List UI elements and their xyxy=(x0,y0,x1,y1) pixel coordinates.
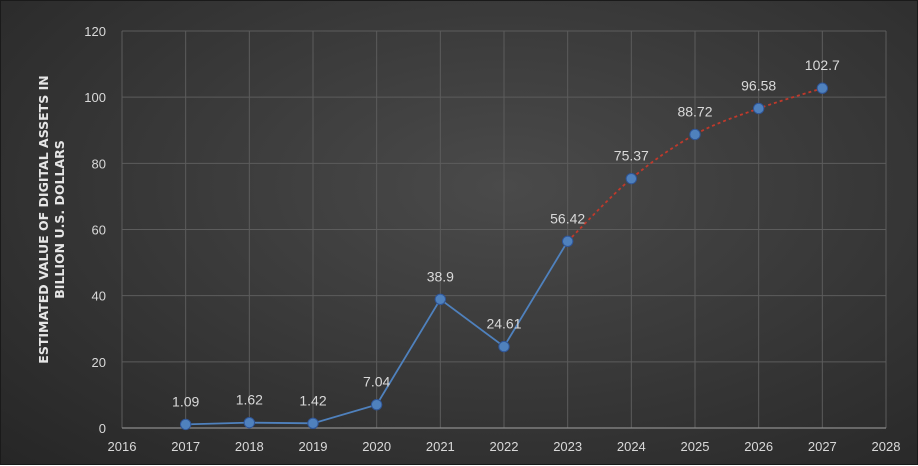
x-tick-label: 2027 xyxy=(808,439,837,454)
x-tick-label: 2028 xyxy=(872,439,901,454)
data-point-marker xyxy=(434,293,447,306)
data-label: 56.42 xyxy=(550,210,585,226)
data-label: 24.61 xyxy=(486,316,521,332)
data-label: 7.04 xyxy=(363,374,390,390)
y-tick-label: 100 xyxy=(84,90,106,105)
markers xyxy=(179,82,829,431)
data-label: 1.09 xyxy=(172,393,199,409)
data-point-marker xyxy=(370,399,383,411)
data-point-marker xyxy=(752,102,765,115)
x-tick-label: 2018 xyxy=(235,439,264,454)
y-axis-title-line-2: BILLION U.S. DOLLARS xyxy=(52,140,67,298)
y-axis-title: ESTIMATED VALUE OF DIGITAL ASSETS IN BIL… xyxy=(36,75,67,363)
y-tick-label: 40 xyxy=(92,289,106,304)
y-tick-label: 80 xyxy=(92,156,106,171)
data-point-marker xyxy=(179,418,192,431)
data-label: 75.37 xyxy=(614,148,649,164)
x-tick-label: 2023 xyxy=(553,439,582,454)
x-tick-label: 2019 xyxy=(299,439,328,454)
y-tick-label: 20 xyxy=(92,355,106,370)
data-label: 38.9 xyxy=(427,268,454,284)
x-tick-label: 2020 xyxy=(362,439,391,454)
data-label: 1.62 xyxy=(236,392,263,408)
y-tick-label: 60 xyxy=(92,223,106,238)
x-tick-label: 2025 xyxy=(681,439,710,454)
data-point-marker xyxy=(625,172,638,185)
x-tick-label: 2016 xyxy=(108,439,137,454)
data-point-marker xyxy=(498,340,510,353)
x-tick-label: 2024 xyxy=(617,439,646,454)
axes: 0 20 40 60 80 100 120 2016 2017 2018 2019 2020 2021 2… xyxy=(84,24,900,454)
x-tick-label: 2026 xyxy=(744,439,773,454)
data-label: 102.7 xyxy=(805,57,840,73)
data-point-marker xyxy=(561,235,574,248)
data-point-marker xyxy=(243,416,256,429)
forecast-series-line xyxy=(567,87,823,242)
data-point-marker xyxy=(816,82,829,94)
x-tick-label: 2017 xyxy=(171,439,200,454)
y-tick-label: 0 xyxy=(99,421,106,436)
data-label: 88.72 xyxy=(677,103,712,119)
x-tick-label: 2022 xyxy=(490,439,519,454)
gridlines xyxy=(121,30,887,428)
y-tick-label: 120 xyxy=(84,24,106,39)
data-label: 96.58 xyxy=(741,77,776,93)
y-axis-title-line-1: ESTIMATED VALUE OF DIGITAL ASSETS IN xyxy=(36,75,51,363)
data-point-marker xyxy=(689,128,701,141)
data-point-marker xyxy=(307,417,319,430)
x-tick-label: 2021 xyxy=(426,439,455,454)
data-labels: 1.09 1.62 1.42 7.04 38.9 24.61 56.42 75.37 88.72… xyxy=(172,57,840,409)
data-label: 1.42 xyxy=(299,392,326,408)
